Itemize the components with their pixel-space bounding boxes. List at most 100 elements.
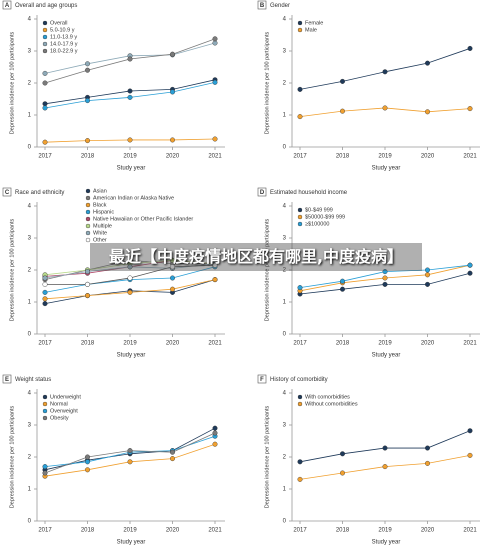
- y-tick-label: 0: [283, 519, 287, 525]
- data-point: [42, 105, 48, 111]
- x-tick-label: 2019: [378, 528, 392, 534]
- legend-label: Other: [93, 237, 107, 243]
- data-point: [169, 275, 175, 281]
- x-tick-label: 2018: [336, 154, 350, 160]
- legend-marker: [42, 408, 48, 414]
- data-point: [382, 275, 388, 281]
- x-tick-label: 2020: [421, 154, 435, 160]
- data-point: [382, 281, 388, 287]
- legend-marker: [297, 394, 303, 400]
- x-tick-label: 2017: [38, 154, 52, 160]
- data-point: [467, 106, 473, 112]
- legend-marker: [297, 207, 303, 213]
- data-point: [127, 459, 133, 465]
- x-tick-label: 2021: [208, 528, 222, 534]
- panel-letter: B: [260, 3, 265, 9]
- legend-label: Black: [93, 202, 107, 208]
- y-axis-label: Depression incidence per 100 participant…: [9, 32, 15, 135]
- y-tick-label: 2: [283, 81, 287, 87]
- y-axis-label: Depression incidence per 100 participant…: [9, 219, 15, 322]
- legend-label: Male: [305, 27, 317, 33]
- panel-letter-box: [2, 187, 12, 197]
- data-point: [467, 452, 473, 458]
- y-tick-label: 1: [28, 300, 32, 306]
- panel-title: History of comorbidity: [270, 377, 328, 383]
- legend-marker: [42, 20, 48, 26]
- y-axis-label: Depression incidence per 100 participant…: [264, 32, 270, 135]
- data-point: [169, 456, 175, 462]
- legend-marker: [42, 48, 48, 54]
- y-tick-label: 2: [28, 81, 32, 87]
- data-point: [42, 470, 48, 476]
- x-tick-label: 2019: [123, 154, 137, 160]
- data-point: [127, 264, 133, 270]
- legend-label: Asian: [93, 188, 107, 194]
- data-point: [297, 285, 303, 291]
- data-point: [212, 262, 218, 268]
- data-point: [84, 459, 90, 465]
- data-point: [127, 448, 133, 454]
- x-axis-label: Study year: [372, 540, 401, 546]
- data-point: [425, 445, 431, 451]
- data-point: [84, 98, 90, 104]
- data-point: [425, 272, 431, 278]
- x-tick-label: 2018: [81, 154, 95, 160]
- legend-label: With comorbidities: [305, 394, 350, 400]
- data-point: [169, 286, 175, 292]
- legend-label: American Indian or Alaska Native: [93, 195, 174, 201]
- legend-label: Obesity: [50, 415, 69, 421]
- data-point: [467, 270, 473, 276]
- x-tick-label: 2018: [336, 341, 350, 347]
- y-tick-label: 1: [283, 487, 287, 493]
- data-point: [127, 56, 133, 62]
- data-point: [467, 262, 473, 268]
- panel-letter: D: [260, 190, 265, 196]
- panel-letter-box: [257, 374, 267, 384]
- x-tick-label: 2021: [463, 154, 477, 160]
- legend-marker: [297, 401, 303, 407]
- x-tick-label: 2017: [293, 341, 307, 347]
- data-point: [127, 94, 133, 100]
- legend-label: Native Hawaiian or Other Pacific Islande…: [93, 216, 193, 222]
- legend-marker: [85, 188, 91, 194]
- x-tick-label: 2020: [166, 154, 180, 160]
- legend-label: Hispanic: [93, 209, 114, 215]
- y-tick-label: 0: [283, 145, 287, 151]
- x-tick-label: 2019: [378, 154, 392, 160]
- legend-label: Without comorbidities: [305, 401, 358, 407]
- legend-label: Overweight: [50, 408, 78, 414]
- y-tick-label: 0: [28, 145, 32, 151]
- data-point: [212, 277, 218, 283]
- legend-marker: [85, 237, 91, 243]
- legend-marker: [297, 221, 303, 227]
- x-tick-label: 2017: [38, 528, 52, 534]
- data-point: [212, 430, 218, 436]
- data-point: [340, 470, 346, 476]
- x-tick-label: 2017: [293, 528, 307, 534]
- y-tick-label: 4: [28, 391, 32, 397]
- y-tick-label: 3: [283, 49, 287, 55]
- x-tick-label: 2018: [81, 528, 95, 534]
- overlay-banner: 最近【中度疫情地区都有哪里,中度疫病】: [90, 243, 422, 271]
- x-tick-label: 2021: [208, 341, 222, 347]
- legend-marker: [42, 394, 48, 400]
- data-point: [467, 428, 473, 434]
- panel-letter: E: [5, 377, 9, 383]
- data-point: [425, 60, 431, 66]
- data-point: [340, 108, 346, 114]
- x-axis-label: Study year: [372, 353, 401, 359]
- y-tick-label: 1: [283, 113, 287, 119]
- data-point: [340, 78, 346, 84]
- data-point: [84, 454, 90, 460]
- data-point: [42, 301, 48, 307]
- x-tick-label: 2020: [166, 528, 180, 534]
- legend-label: 11.0-13.9 y: [50, 34, 77, 40]
- data-point: [382, 105, 388, 111]
- panel-title: Overall and age groups: [15, 3, 77, 9]
- legend-marker: [42, 34, 48, 40]
- data-point: [169, 51, 175, 57]
- data-point: [42, 281, 48, 287]
- y-tick-label: 4: [28, 204, 32, 210]
- x-tick-label: 2021: [208, 154, 222, 160]
